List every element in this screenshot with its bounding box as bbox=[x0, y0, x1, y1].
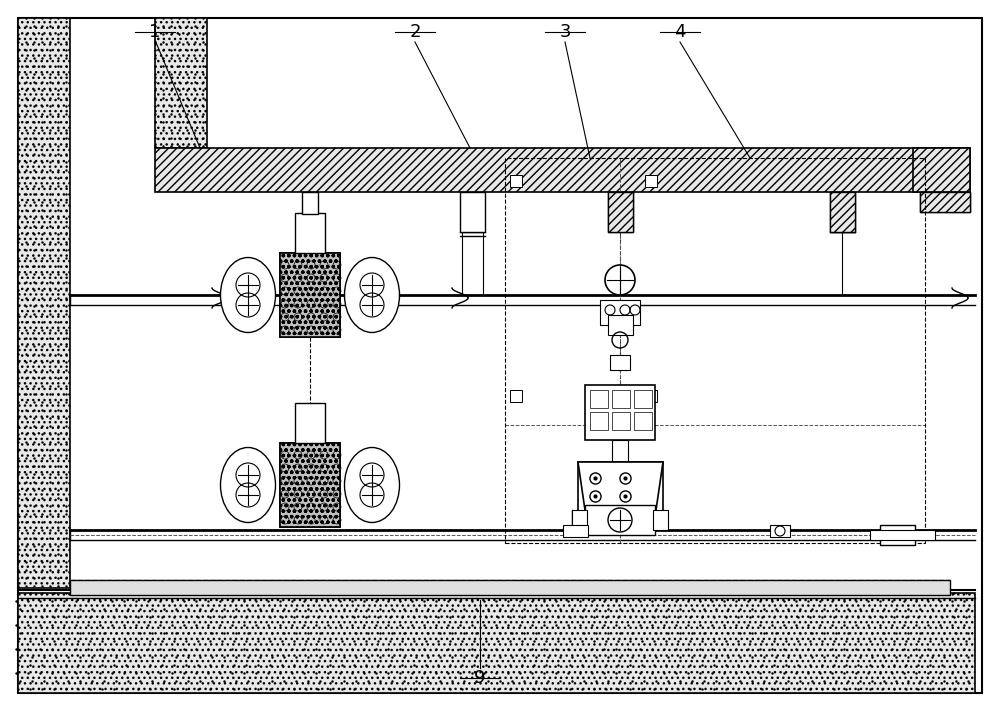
Bar bbox=[70, 580, 950, 595]
Ellipse shape bbox=[344, 447, 400, 523]
Bar bbox=[155, 148, 970, 192]
Bar bbox=[590, 412, 608, 430]
Bar bbox=[460, 192, 485, 232]
Bar bbox=[280, 443, 340, 527]
Ellipse shape bbox=[344, 257, 400, 333]
Bar bbox=[578, 462, 663, 517]
Bar bbox=[585, 505, 655, 535]
Text: 2: 2 bbox=[409, 23, 421, 41]
Bar bbox=[830, 192, 855, 232]
Bar bbox=[280, 253, 340, 337]
Bar bbox=[295, 403, 325, 443]
Bar bbox=[505, 158, 925, 543]
Bar bbox=[302, 192, 318, 214]
Bar bbox=[920, 192, 970, 212]
Text: 1: 1 bbox=[149, 23, 161, 41]
Bar bbox=[295, 213, 325, 253]
Bar bbox=[634, 390, 652, 408]
Bar bbox=[18, 18, 70, 588]
Bar bbox=[590, 390, 608, 408]
Bar bbox=[880, 525, 915, 545]
Bar bbox=[18, 593, 975, 693]
Bar bbox=[572, 510, 587, 530]
Bar bbox=[653, 510, 668, 530]
Bar bbox=[870, 530, 935, 540]
Text: 9: 9 bbox=[474, 669, 486, 687]
Ellipse shape bbox=[220, 447, 276, 523]
Bar bbox=[645, 175, 657, 187]
Bar bbox=[770, 525, 790, 537]
Bar bbox=[913, 148, 970, 192]
Bar bbox=[612, 440, 628, 462]
Bar bbox=[830, 192, 855, 232]
Bar bbox=[600, 300, 640, 325]
Bar bbox=[634, 412, 652, 430]
Bar bbox=[585, 385, 655, 440]
Ellipse shape bbox=[220, 257, 276, 333]
Polygon shape bbox=[578, 462, 663, 517]
Bar bbox=[280, 253, 340, 337]
Bar bbox=[612, 412, 630, 430]
Bar bbox=[510, 175, 522, 187]
Bar bbox=[280, 443, 340, 527]
Bar bbox=[608, 192, 633, 232]
Bar bbox=[608, 315, 633, 335]
Bar bbox=[610, 355, 630, 370]
Bar bbox=[155, 18, 207, 148]
Bar bbox=[612, 390, 630, 408]
Bar bbox=[510, 390, 522, 402]
Bar bbox=[563, 525, 588, 537]
Text: 3: 3 bbox=[559, 23, 571, 41]
Bar bbox=[608, 192, 633, 232]
Text: 4: 4 bbox=[674, 23, 686, 41]
Bar bbox=[645, 390, 657, 402]
Bar bbox=[920, 192, 970, 212]
